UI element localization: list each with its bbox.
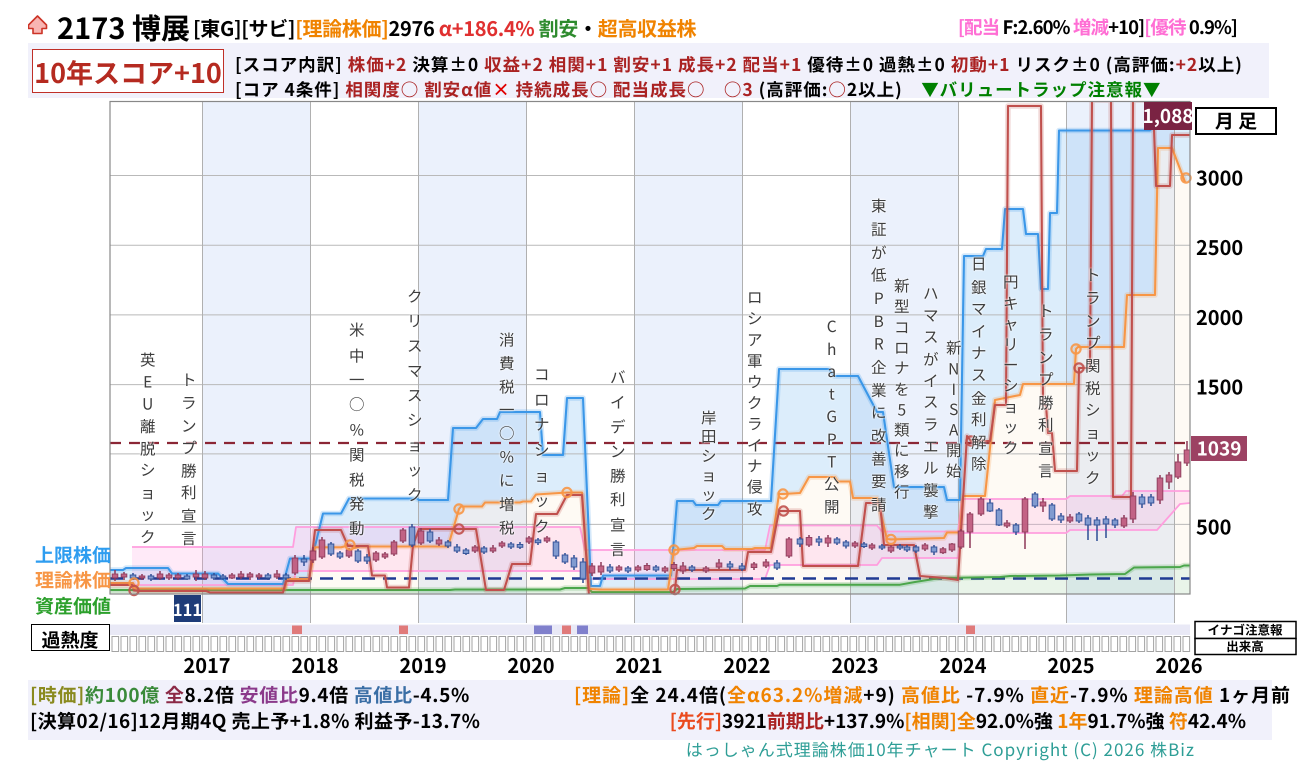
svg-text:2023: 2023	[831, 650, 878, 679]
svg-text:2024: 2024	[939, 650, 986, 679]
svg-text:出来高: 出来高	[1226, 636, 1264, 655]
svg-text:2017: 2017	[183, 650, 230, 679]
svg-text:1039: 1039	[1197, 435, 1242, 462]
svg-text:2025: 2025	[1047, 650, 1094, 679]
svg-text:2020: 2020	[507, 650, 554, 679]
svg-text:3000: 3000	[1196, 163, 1243, 192]
svg-text:2022: 2022	[723, 650, 770, 679]
svg-text:1500: 1500	[1196, 372, 1243, 401]
svg-text:2021: 2021	[615, 650, 662, 679]
svg-text:イナゴ注意報: イナゴ注意報	[1207, 620, 1283, 639]
svg-text:2500: 2500	[1196, 232, 1243, 261]
svg-text:111: 111	[173, 597, 202, 621]
svg-text:2000: 2000	[1196, 302, 1243, 331]
svg-text:500: 500	[1196, 511, 1231, 540]
svg-text:2018: 2018	[291, 650, 338, 679]
svg-text:1,088: 1,088	[1142, 102, 1193, 129]
svg-text:2019: 2019	[399, 650, 446, 679]
svg-text:月 足: 月 足	[1215, 107, 1257, 134]
